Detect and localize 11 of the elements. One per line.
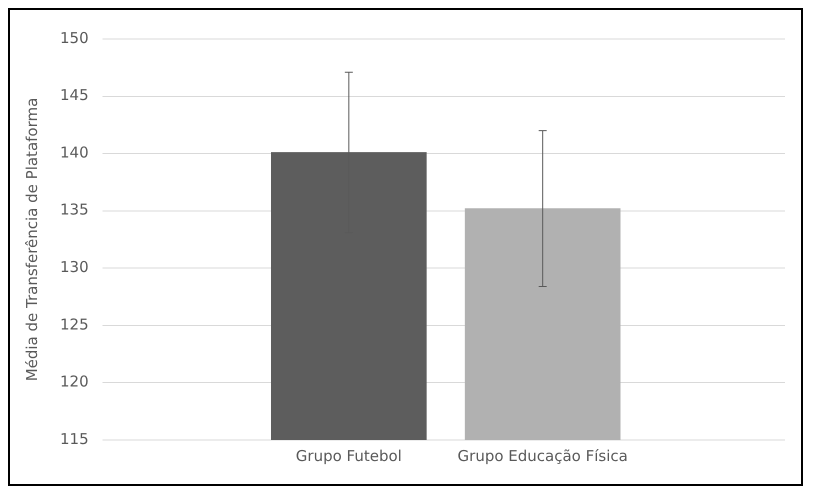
y-tick-label: 125: [60, 315, 89, 334]
y-axis-title: Média de Transferência de Plataforma: [22, 98, 41, 382]
y-tick-label: 145: [60, 86, 89, 104]
y-tick-label: 140: [60, 143, 89, 162]
y-tick-label: 135: [60, 200, 89, 219]
x-tick-label: Grupo Educação Física: [458, 446, 628, 465]
x-tick-label: Grupo Futebol: [296, 446, 402, 465]
y-tick-label: 120: [60, 372, 89, 391]
y-tick-label: 115: [60, 430, 89, 448]
y-tick-label: 150: [60, 28, 89, 47]
y-tick-label: 130: [60, 258, 89, 276]
